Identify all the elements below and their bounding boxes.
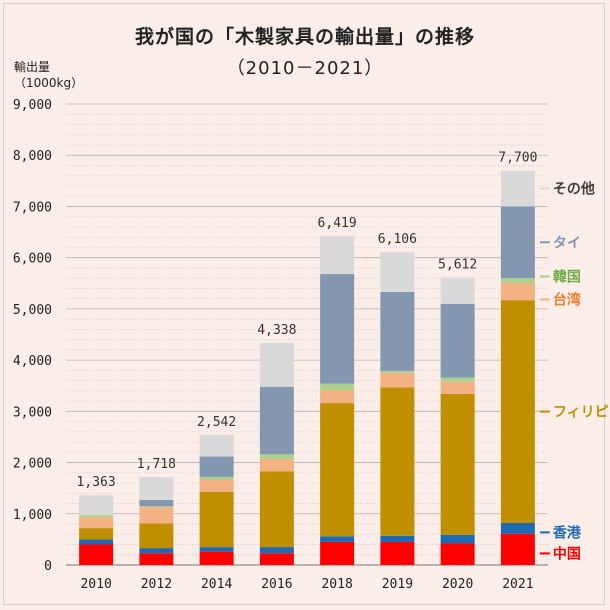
bar-segment bbox=[139, 477, 174, 500]
bar-segment bbox=[139, 548, 174, 554]
bar-segment bbox=[320, 536, 355, 542]
bar-segment bbox=[440, 534, 475, 544]
bar-segment bbox=[259, 454, 294, 459]
bar-segment bbox=[380, 370, 415, 373]
bar-segment bbox=[139, 553, 174, 565]
bar-segment bbox=[139, 523, 174, 549]
bar-segment bbox=[199, 434, 234, 457]
bar-segment bbox=[199, 551, 234, 565]
bar-total-label: 7,700 bbox=[498, 151, 537, 166]
bar-segment bbox=[440, 377, 475, 382]
bar-total-label: 1,718 bbox=[137, 457, 176, 472]
bar-total-label: 2,542 bbox=[197, 415, 236, 430]
bar-segment bbox=[380, 252, 415, 292]
y-tick-label: 1,000 bbox=[13, 508, 52, 523]
bar-segment bbox=[320, 274, 355, 384]
legend-label: 韓国 bbox=[553, 268, 581, 285]
x-tick-label: 2012 bbox=[141, 577, 172, 592]
bar-total-label: 6,106 bbox=[378, 232, 417, 247]
bar-segment bbox=[259, 547, 294, 554]
legend-label: 香港 bbox=[552, 524, 582, 541]
bar-segment bbox=[500, 533, 535, 565]
y-tick-label: 0 bbox=[44, 559, 52, 574]
y-tick-label: 4,000 bbox=[13, 354, 52, 369]
legend-label: タイ bbox=[553, 235, 581, 251]
bar-segment bbox=[440, 277, 475, 304]
bar-segment bbox=[259, 386, 294, 455]
x-tick-label: 2010 bbox=[80, 577, 111, 592]
bar-segment bbox=[380, 535, 415, 542]
bar-segment bbox=[199, 491, 234, 548]
bar-segment bbox=[79, 516, 114, 529]
y-tick-label: 9,000 bbox=[13, 98, 52, 113]
bar-segment bbox=[199, 479, 234, 492]
bar-segment bbox=[500, 170, 535, 207]
bar-segment bbox=[79, 528, 114, 540]
bar-segment bbox=[320, 403, 355, 537]
bar-segment bbox=[320, 383, 355, 390]
bar-segment bbox=[139, 499, 174, 507]
x-tick-label: 2018 bbox=[321, 577, 352, 592]
chart-frame bbox=[3, 3, 605, 605]
bar-segment bbox=[500, 206, 535, 279]
bar-segment bbox=[500, 522, 535, 534]
y-axis-label: 輸出量 bbox=[14, 60, 51, 74]
bar-segment bbox=[79, 514, 114, 517]
bar-segment bbox=[440, 381, 475, 394]
bar-total-label: 1,363 bbox=[77, 475, 116, 490]
bar-segment bbox=[139, 507, 174, 524]
bar-segment bbox=[380, 372, 415, 388]
y-tick-label: 3,000 bbox=[13, 405, 52, 420]
bar-segment bbox=[79, 539, 114, 545]
bar-total-label: 5,612 bbox=[438, 258, 477, 273]
chart-title: 我が国の「木製家具の輸出量」の推移 bbox=[134, 26, 475, 48]
x-tick-label: 2014 bbox=[201, 577, 232, 592]
bar-segment bbox=[500, 300, 535, 523]
bar-segment bbox=[380, 291, 415, 371]
x-tick-label: 2016 bbox=[261, 577, 292, 592]
bar-segment bbox=[380, 387, 415, 536]
bar-segment bbox=[199, 476, 234, 480]
legend-label: フィリピン bbox=[553, 405, 610, 421]
legend-label: その他 bbox=[553, 181, 595, 198]
bar-total-label: 4,338 bbox=[257, 323, 296, 338]
y-tick-label: 6,000 bbox=[13, 252, 52, 267]
x-tick-label: 2020 bbox=[442, 577, 473, 592]
bar-segment bbox=[199, 547, 234, 552]
bar-segment bbox=[320, 389, 355, 404]
bar-segment bbox=[320, 541, 355, 565]
legend-label: 台湾 bbox=[553, 291, 581, 308]
bar-segment bbox=[440, 303, 475, 378]
bar-segment bbox=[500, 282, 535, 301]
bar-segment bbox=[440, 393, 475, 535]
x-tick-label: 2021 bbox=[502, 577, 533, 592]
bar-segment bbox=[500, 278, 535, 283]
bar-segment bbox=[139, 506, 174, 508]
y-axis-unit: （1000kg） bbox=[14, 76, 84, 90]
bar-segment bbox=[199, 456, 234, 477]
x-tick-label: 2019 bbox=[382, 577, 413, 592]
bar-total-label: 6,419 bbox=[318, 216, 357, 231]
bar-segment bbox=[79, 495, 114, 515]
bar-segment bbox=[259, 342, 294, 387]
y-tick-label: 7,000 bbox=[13, 200, 52, 215]
bar-segment bbox=[440, 543, 475, 565]
bar-segment bbox=[259, 471, 294, 548]
legend-label: 中国 bbox=[553, 545, 581, 562]
y-tick-label: 8,000 bbox=[13, 149, 52, 164]
bar-segment bbox=[320, 236, 355, 275]
bar-segment bbox=[259, 458, 294, 472]
bar-segment bbox=[380, 541, 415, 565]
y-tick-label: 5,000 bbox=[13, 303, 52, 318]
y-tick-label: 2,000 bbox=[13, 457, 52, 472]
bar-segment bbox=[259, 553, 294, 565]
bar-segment bbox=[79, 544, 114, 565]
chart-subtitle: （2010－2021） bbox=[226, 58, 384, 79]
